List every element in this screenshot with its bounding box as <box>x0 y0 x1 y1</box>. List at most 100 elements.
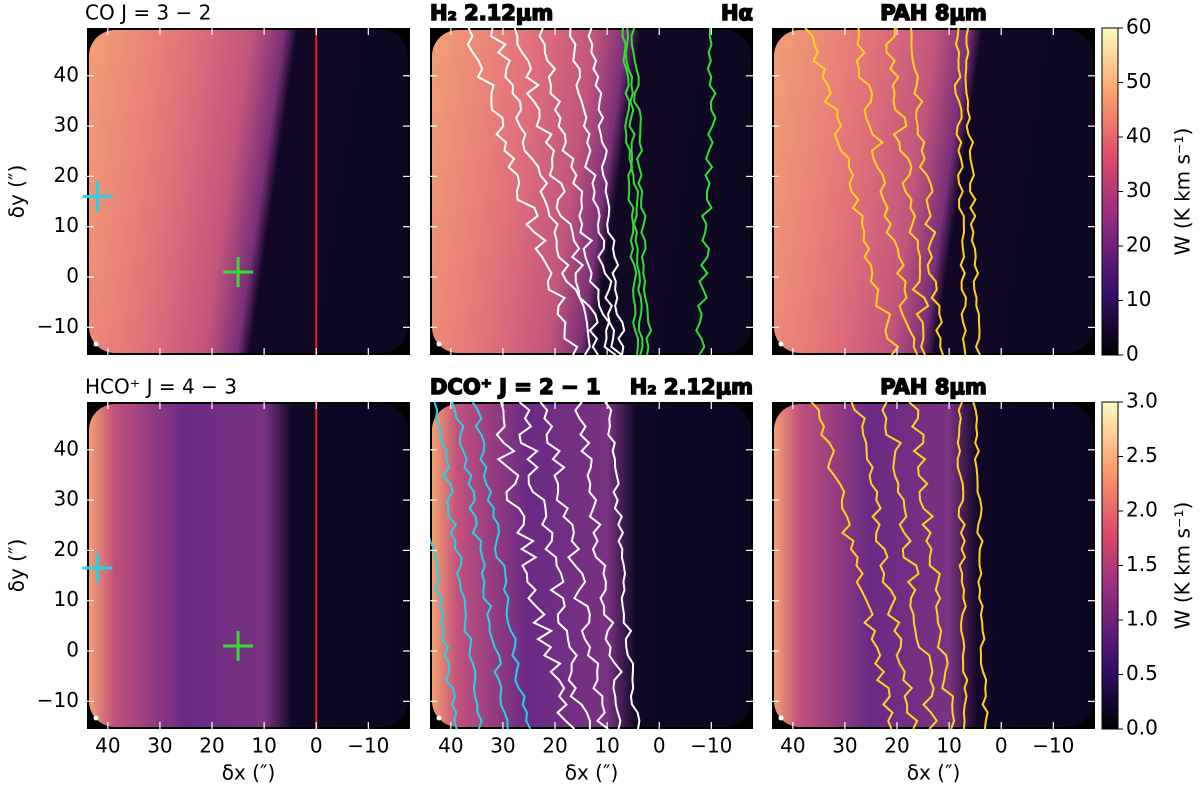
x-tick-label: 40 <box>95 734 120 758</box>
x-tick-label: −10 <box>347 734 389 758</box>
y-tick-label: 10 <box>54 213 79 237</box>
x-axis-label: δx (″) <box>222 761 276 785</box>
contour-line <box>539 402 609 729</box>
y-tick-label: 40 <box>54 436 79 460</box>
colorbar-tick-label: 0.0 <box>1126 716 1158 740</box>
contour-line <box>953 28 968 355</box>
map-image <box>774 404 1093 727</box>
contour-line <box>624 28 644 355</box>
contour-line <box>604 402 641 729</box>
colorbar-tick-label: 40 <box>1126 124 1151 148</box>
x-tick-label: 10 <box>251 734 276 758</box>
contour-line <box>466 28 579 355</box>
colorbar-tick-label: 50 <box>1126 69 1151 93</box>
contour-line <box>538 28 617 355</box>
x-tick-label: 30 <box>147 734 172 758</box>
y-tick-label: −10 <box>37 314 79 338</box>
beam <box>93 715 99 721</box>
x-tick-label: 0 <box>653 734 666 758</box>
contour-line <box>513 28 599 355</box>
contour-line <box>495 402 576 729</box>
y-tick-label: −10 <box>37 688 79 712</box>
map-image <box>432 30 751 353</box>
contours <box>804 28 981 355</box>
contour-line <box>885 28 930 355</box>
y-tick-label: 0 <box>66 264 79 288</box>
y-axis-label: δy (″) <box>5 539 29 593</box>
colorbar-tick-label: 2.5 <box>1126 443 1158 467</box>
contour-line <box>451 402 509 729</box>
panel-title: HCO⁺ J = 4 − 3 <box>85 375 237 399</box>
contour-line <box>518 402 591 729</box>
contour-line <box>430 499 458 729</box>
x-tick-label: −10 <box>690 734 732 758</box>
contour-line <box>804 28 900 355</box>
panel: H₂ 2.12μm Hα <box>429 0 754 355</box>
colorbar-tick-label: 60 <box>1126 15 1151 39</box>
panel-title: PAH 8μm <box>880 375 987 399</box>
panel: 40 30 20 10 0 −10 −10 0 10 20 30 40 δx (″) δy (″) HCO⁺… <box>5 375 410 785</box>
x-tick-label: 10 <box>936 734 961 758</box>
colorbar-tick-label: 1.0 <box>1126 607 1158 631</box>
y-axis-label: δy (″) <box>5 165 29 219</box>
contours <box>430 402 641 729</box>
beam <box>93 341 99 347</box>
colorbar-tick-label: 0.5 <box>1126 661 1158 685</box>
x-tick-label: 30 <box>490 734 515 758</box>
y-tick-label: 40 <box>54 62 79 86</box>
panel: 40 30 20 10 0 −10 δx (″) PAH 8μm 0.0 0.5 1.0 1.5 2.0… <box>772 374 1195 785</box>
x-axis-label: δx (″) <box>907 761 961 785</box>
colorbar-label: W (K km s⁻¹) <box>1171 128 1195 256</box>
panel-title: DCO⁺ J = 2 − 1 <box>430 375 601 399</box>
x-tick-label: 20 <box>542 734 567 758</box>
map-image <box>89 404 408 727</box>
beam <box>436 341 442 347</box>
contour-line <box>433 402 483 729</box>
panel: PAH 8μm 0 10 20 30 40 50 60 W (K km s⁻¹) <box>772 0 1195 366</box>
contour-line <box>910 28 944 355</box>
contour-line <box>569 28 623 355</box>
colorbar <box>1101 27 1119 356</box>
colorbar-label: W (K km s⁻¹) <box>1171 502 1195 630</box>
contour-line <box>956 402 969 729</box>
panel-title: Hα <box>721 1 753 25</box>
contour-line <box>964 28 981 355</box>
y-tick-label: 30 <box>54 487 79 511</box>
contours <box>810 402 989 729</box>
x-tick-label: −10 <box>1032 734 1074 758</box>
map-image <box>89 30 408 353</box>
contour-line <box>574 402 623 729</box>
y-tick-label: 20 <box>54 537 79 561</box>
contour-line <box>621 28 640 355</box>
contour-line <box>810 402 894 729</box>
y-tick-label: 20 <box>54 163 79 187</box>
x-tick-label: 20 <box>884 734 909 758</box>
contour-line <box>489 28 591 355</box>
map-image <box>432 404 751 727</box>
x-tick-label: 10 <box>594 734 619 758</box>
contour-line <box>855 28 919 355</box>
y-tick-label: 0 <box>66 638 79 662</box>
colorbar-tick-label: 20 <box>1126 233 1151 257</box>
panel: −10 0 10 20 30 40 δy (″) CO J = 3 − 2 <box>5 1 410 355</box>
colorbar-tick-label: 2.0 <box>1126 498 1158 522</box>
x-tick-label: 40 <box>780 734 805 758</box>
x-tick-label: 0 <box>310 734 323 758</box>
contour-line <box>630 28 653 355</box>
colorbar-tick-label: 30 <box>1126 178 1151 202</box>
y-tick-label: 10 <box>54 587 79 611</box>
contour-line <box>908 402 956 729</box>
x-axis-label: δx (″) <box>565 761 619 785</box>
contour-line <box>881 402 939 729</box>
x-tick-label: 0 <box>995 734 1008 758</box>
panel-title: H₂ 2.12μm <box>430 1 553 25</box>
beam <box>778 341 784 347</box>
panel-title: H₂ 2.12μm <box>630 375 753 399</box>
panel: 40 30 20 10 0 −10 δx (″) DCO⁺ J = 2 − 1 H₂ 2.12μ… <box>429 374 754 785</box>
panel-title: CO J = 3 − 2 <box>85 1 211 25</box>
colorbar-tick-label: 0 <box>1126 342 1139 366</box>
contour-line <box>471 402 532 729</box>
x-tick-label: 20 <box>199 734 224 758</box>
panel-title: PAH 8μm <box>880 1 987 25</box>
